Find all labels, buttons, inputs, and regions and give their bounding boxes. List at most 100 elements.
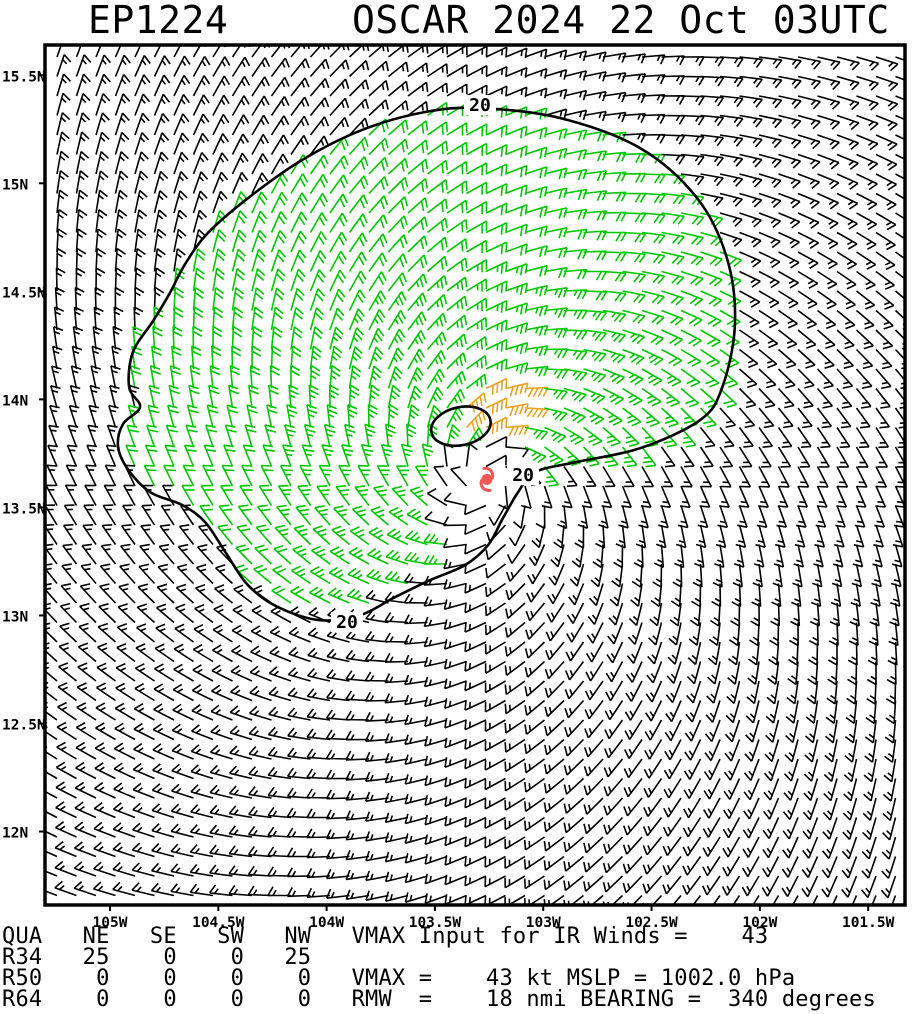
wind-barb [133,306,144,331]
wind-barb [836,485,848,508]
wind-barb [574,524,585,549]
wind-barb [854,505,866,528]
wind-barb [765,719,780,743]
wind-barb [55,761,77,780]
wind-barb [556,505,568,530]
wind-barb [170,803,194,819]
wind-barb [756,505,768,528]
wind-barb [856,192,878,211]
wind-barb [273,544,292,565]
wind-barb [370,506,390,526]
wind-barb [290,230,307,253]
wind-barb [267,886,292,897]
wind-barb [464,680,487,692]
wind-barb [894,290,904,310]
wind-barb [113,306,124,331]
wind-barb [170,883,194,897]
lat-tick-label: 14.5N [2,285,46,301]
wind-barb [836,75,860,91]
wind-barb [212,267,226,292]
wind-barb [114,722,136,741]
wind-barb [550,544,565,568]
wind-barb [466,373,487,390]
wind-barb [795,505,807,528]
wind-barb [269,646,292,663]
wind-barb [563,875,584,892]
wind-barb [407,81,429,97]
wind-barb [797,348,816,369]
wind-barb [836,309,856,330]
wind-barb [267,746,292,760]
wind-barb [466,220,488,234]
wind-barb [585,641,604,663]
wind-barb [248,384,259,409]
wind-barb [75,92,91,116]
wind-barb [700,348,721,368]
wind-barb [309,77,330,97]
wind-barb [288,626,311,643]
wind-barb [450,466,468,487]
footer-quadrant-header: QUA NE SE SW NW VMAX Input for IR Winds … [2,924,769,949]
wind-barb [368,195,389,214]
wind-barb [70,365,82,389]
wind-barb [190,744,214,760]
wind-barb [404,754,428,765]
wind-barb [246,404,258,428]
wind-barb [104,464,117,487]
wind-barb [739,114,763,128]
wind-barb [64,484,78,506]
wind-barb [137,583,156,604]
wind-barb [93,306,104,331]
wind-barb [173,663,194,682]
wind-barb [683,758,702,780]
wind-barb [563,309,588,320]
wind-barb [387,328,406,350]
wind-barb [485,143,508,157]
wind-barb [75,721,97,741]
wind-barb [189,844,214,858]
wind-barb [544,327,569,339]
wind-barb [737,505,748,528]
wind-barb [172,703,194,721]
wind-barb [563,894,584,904]
wind-barb [63,504,78,526]
wind-barb [622,53,647,64]
wind-barb [287,707,311,721]
wind-barb [290,364,301,389]
wind-barb [781,875,799,897]
wind-barb [444,678,467,690]
wind-barb [231,210,248,233]
wind-barb [407,292,427,312]
wind-barb [816,427,831,449]
wind-barb [512,505,526,529]
wind-barb [895,95,904,101]
wind-barb [680,231,704,246]
wind-barb [864,739,877,763]
wind-barb [312,525,331,546]
wind-barb [446,424,461,448]
wind-barb [485,202,508,216]
wind-barb [248,806,272,819]
wind-barb [237,504,253,526]
wind-barb [664,719,682,742]
wind-barb [544,128,568,141]
wind-barb [563,466,578,487]
wind-barb [403,593,428,604]
wind-barb [151,345,162,370]
wind-barb [133,742,155,760]
wind-barb [725,700,741,724]
wind-barb [641,387,662,407]
wind-barb [777,368,796,389]
wind-barb [525,602,546,622]
wind-barb [875,114,898,131]
wind-barb [583,875,604,892]
wind-barb [251,133,269,155]
wind-barb [644,739,663,760]
wind-barb [95,228,107,253]
wind-barb [680,75,705,86]
wind-barb [306,828,331,839]
wind-barb [638,505,649,529]
wind-barb [836,329,855,350]
wind-barb [543,875,565,891]
